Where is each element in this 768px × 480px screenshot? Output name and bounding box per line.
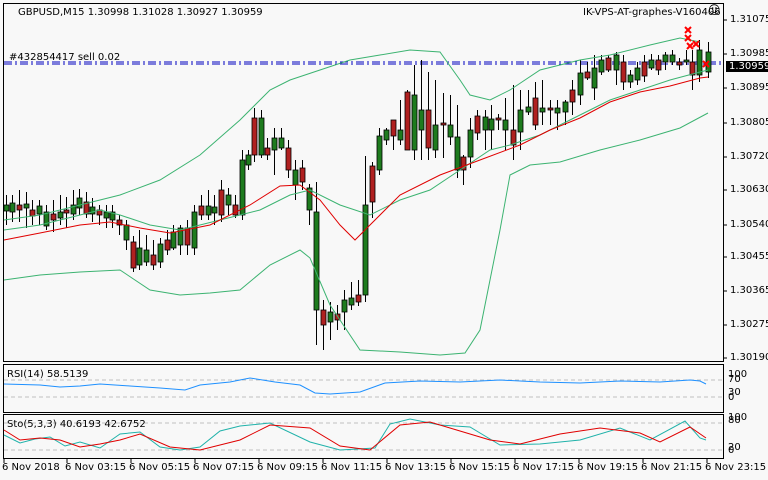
time-tick: 6 Nov 11:15 <box>321 462 383 473</box>
time-tick: 6 Nov 05:15 <box>129 462 191 473</box>
time-tick: 6 Nov 09:15 <box>257 462 319 473</box>
time-tick: 6 Nov 21:15 <box>641 462 703 473</box>
stoch-label: Sto(5,3,3) 40.6193 42.6752 <box>7 419 146 430</box>
stoch-tick: 80 <box>728 415 741 426</box>
order-line-label: #432854417 sell 0.02 <box>9 52 121 63</box>
price-tick: 1.30805 <box>730 117 768 128</box>
price-tick: 1.30895 <box>730 82 768 93</box>
rsi-tick: 0 <box>728 392 735 403</box>
vps-label: IK-VPS-AT-graphes-V160406 <box>583 7 721 18</box>
price-tick: 1.30985 <box>730 48 768 59</box>
time-tick: 6 Nov 03:15 <box>65 462 127 473</box>
stoch-tick: 100 <box>728 412 748 423</box>
rsi-tick: 70 <box>728 374 741 385</box>
smiley-icon[interactable]: ☺ <box>708 3 721 17</box>
price-tick: 1.30540 <box>730 219 768 230</box>
rsi-tick: 100 <box>728 369 748 380</box>
time-tick: 6 Nov 23:15 <box>705 462 767 473</box>
time-tick: 6 Nov 19:15 <box>577 462 639 473</box>
time-tick: 6 Nov 15:15 <box>449 462 511 473</box>
price-tick: 1.30365 <box>730 285 768 296</box>
price-tick: 1.31075 <box>730 14 768 25</box>
price-tick: 1.30630 <box>730 184 768 195</box>
symbol-ohlc-label: GBPUSD,M15 1.30998 1.31028 1.30927 1.309… <box>18 7 263 18</box>
rsi-tick: 30 <box>728 387 741 398</box>
price-tick: 1.30190 <box>730 352 768 363</box>
price-tick: 1.30720 <box>730 151 768 162</box>
time-tick: 6 Nov 2018 <box>2 462 60 473</box>
price-tick: 1.30275 <box>730 319 768 330</box>
rsi-label: RSI(14) 58.5139 <box>7 369 89 380</box>
current-price-badge: 1.30959 <box>726 61 768 72</box>
stoch-tick: 0 <box>728 445 735 456</box>
price-tick: 1.30455 <box>730 251 768 262</box>
stoch-tick: 20 <box>728 442 741 453</box>
time-tick: 6 Nov 13:15 <box>385 462 447 473</box>
time-tick: 6 Nov 07:15 <box>193 462 255 473</box>
time-tick: 6 Nov 17:15 <box>513 462 575 473</box>
